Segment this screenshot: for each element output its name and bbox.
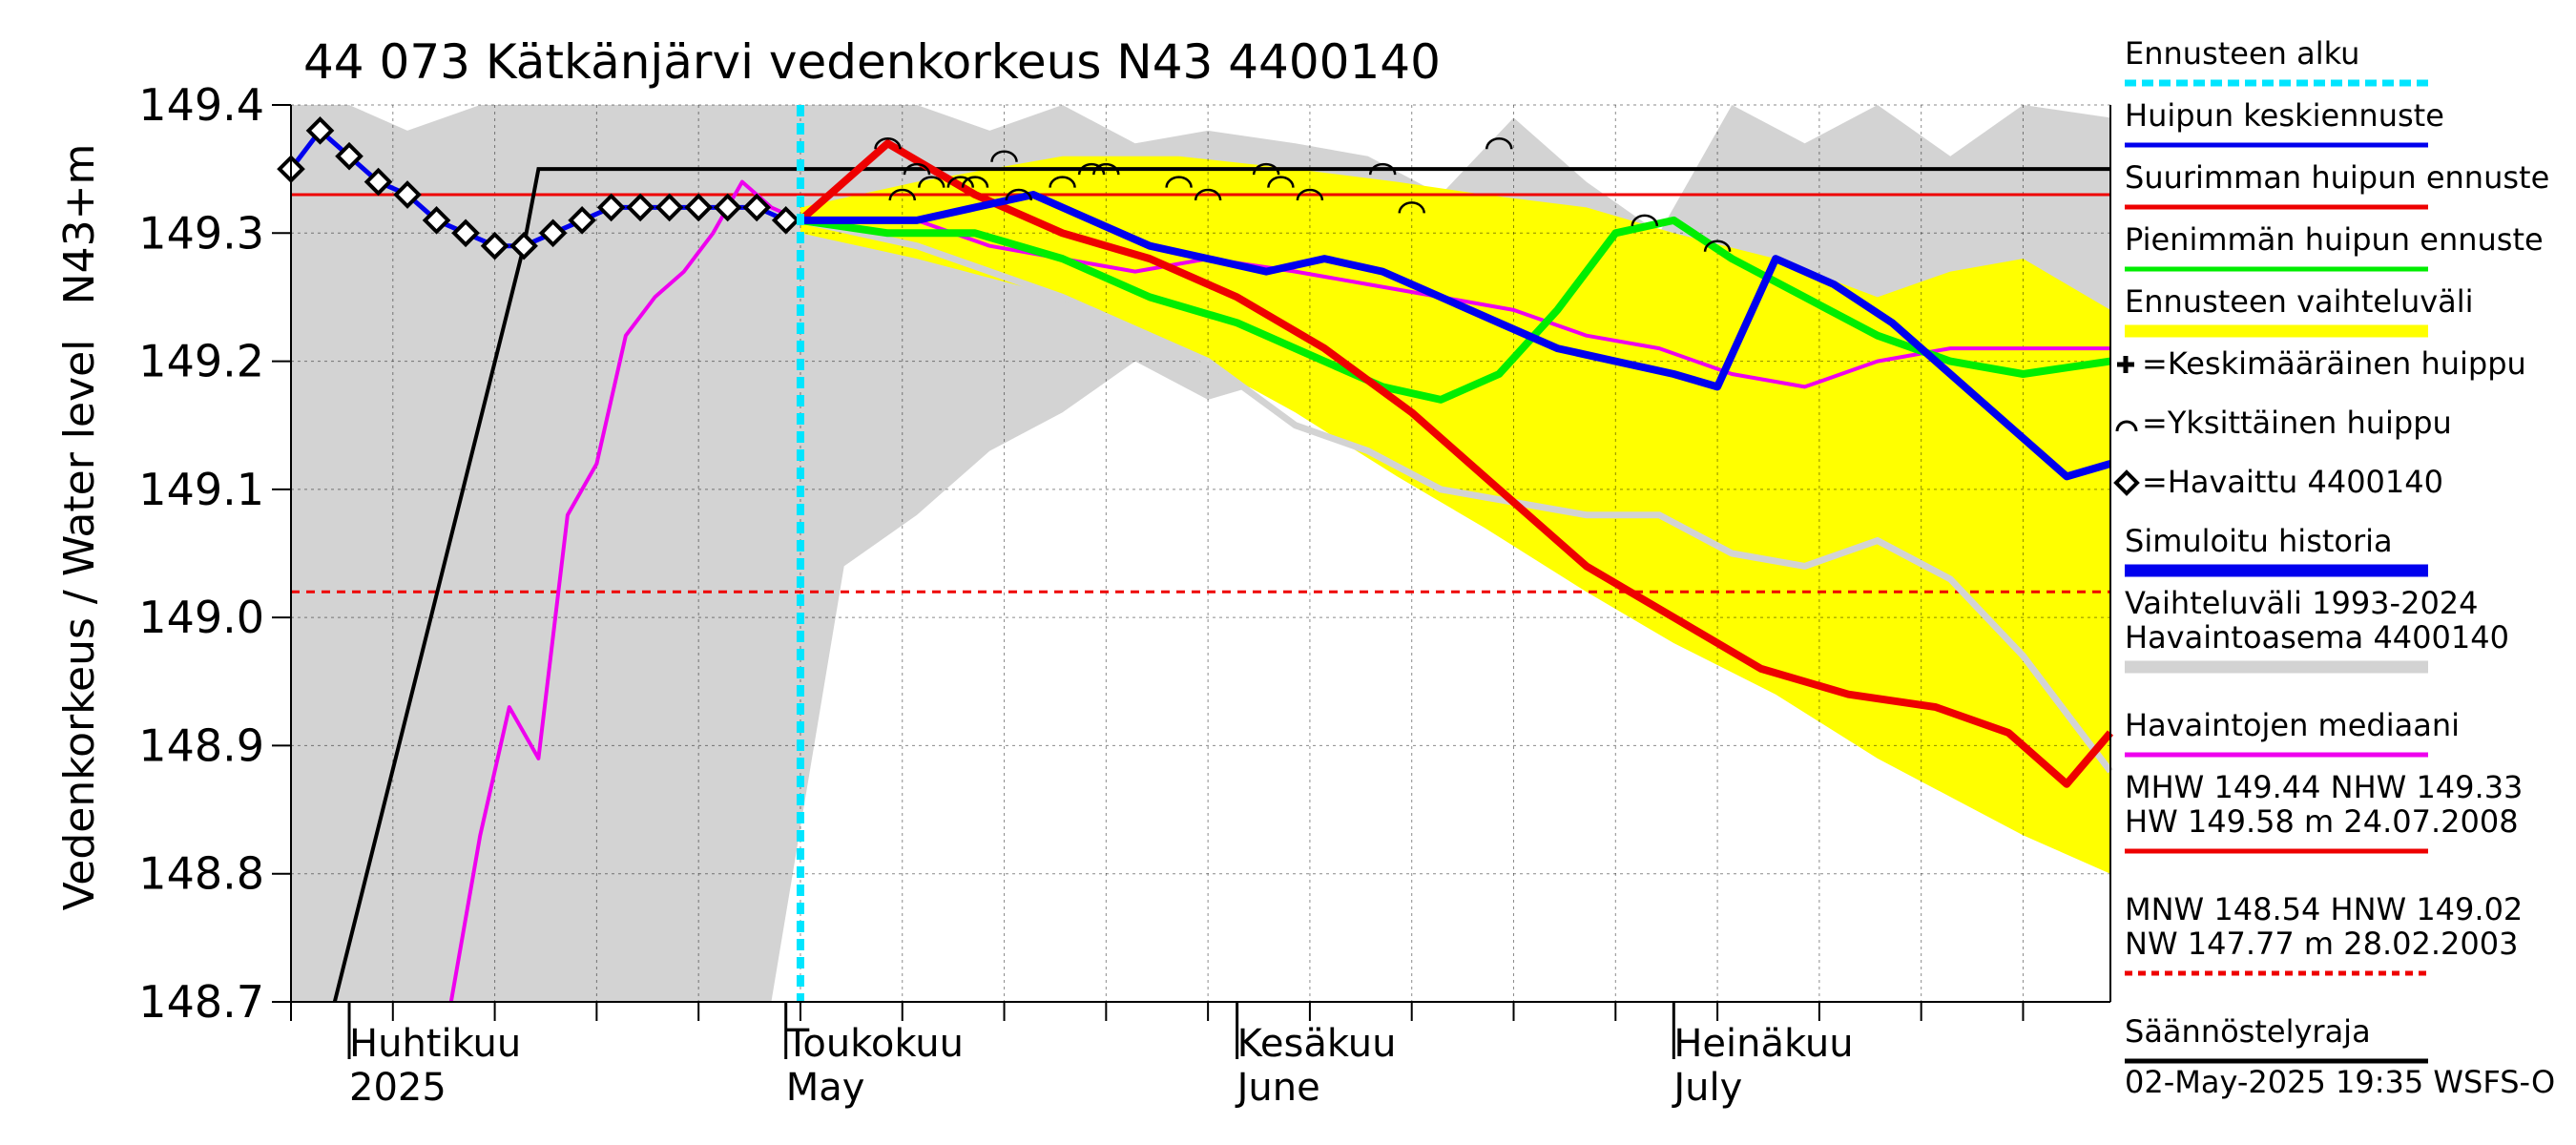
legend-label: Havaintoasema 4400140	[2125, 619, 2509, 656]
individual-peak-marker	[1296, 188, 1324, 201]
legend-label: Huipun keskiennuste	[2125, 97, 2444, 134]
y-tick-label: 149.3	[138, 207, 264, 259]
legend-label: Säännöstelyraja	[2125, 1013, 2371, 1050]
observed-point	[335, 141, 364, 171]
individual-peak-marker	[918, 176, 945, 188]
legend-label: Ennusteen vaihteluväli	[2125, 283, 2474, 320]
legend-plus-symbol	[2117, 356, 2134, 373]
series-lines	[277, 105, 2114, 1003]
observed-point	[422, 206, 451, 235]
legend-label: =Keskimääräinen huippu	[2142, 345, 2526, 382]
individual-peak-marker	[1368, 162, 1397, 176]
observed-point	[596, 193, 626, 222]
legend-label: MHW 149.44 NHW 149.33	[2125, 769, 2523, 805]
observed-point	[451, 219, 480, 248]
legend-label: MNW 148.54 HNW 149.02	[2125, 891, 2523, 927]
individual-peak-marker	[1005, 188, 1033, 201]
y-tick-label: 149.4	[138, 79, 264, 131]
observed-point	[713, 193, 742, 222]
legend-label: Pienimmän huipun ennuste	[2125, 221, 2544, 258]
regulation-limit-line	[332, 167, 2110, 1003]
individual-peak-marker	[1077, 162, 1106, 176]
individual-peak-marker	[1252, 162, 1280, 176]
legend: Ennusteen alku Huipun keskiennuste Suurimm…	[2113, 35, 2549, 1064]
median-line	[448, 179, 2110, 1003]
y-axis-label: Vedenkorkeus / Water level	[55, 340, 104, 911]
individual-peak-marker	[946, 176, 975, 188]
individual-peak-marker	[1194, 188, 1222, 201]
legend-label: Ennusteen alku	[2125, 35, 2359, 72]
observed-point	[480, 231, 509, 260]
individual-peak-marker	[990, 150, 1018, 162]
legend-label: Suurimman huipun ennuste	[2125, 159, 2549, 196]
range-bands	[291, 105, 2110, 1002]
legend-label: =Havaittu 4400140	[2142, 464, 2443, 500]
legend-arc-symbol	[2115, 420, 2138, 432]
observed-point	[626, 193, 654, 222]
individual-peak-marker	[1485, 137, 1513, 150]
legend-label: Vaihteluväli 1993-2024	[2125, 585, 2479, 621]
individual-peak-marker	[1092, 162, 1120, 176]
individual-peak-marker	[1165, 176, 1193, 188]
y-tick-label: 149.2	[138, 336, 264, 387]
individual-peak-marker	[1631, 214, 1659, 226]
max-forecast-line	[798, 139, 2114, 788]
individual-peak-marker	[961, 176, 989, 188]
individual-peak-marker	[874, 137, 902, 150]
timestamp: 02-May-2025 19:35 WSFS-O	[2125, 1064, 2555, 1100]
legend-label: Simuloitu historia	[2125, 523, 2393, 559]
chart-title: 44 073 Kätkänjärvi vedenkorkeus N43 4400…	[303, 34, 1441, 90]
legend-label: =Yksittäinen huippu	[2142, 405, 2452, 441]
individual-peak-marker	[1398, 201, 1425, 214]
individual-peak-marker	[1703, 239, 1732, 252]
observed-point	[393, 180, 422, 209]
observed-point	[654, 193, 684, 222]
observed-point	[364, 167, 393, 197]
observed-point	[509, 231, 538, 260]
individual-peak-marker	[888, 188, 917, 201]
individual-peak-marker	[1267, 176, 1295, 188]
observed-point	[771, 206, 800, 235]
y-tick-label: 149.1	[138, 464, 264, 515]
observed-point	[742, 193, 772, 222]
month-label-en: June	[1235, 1066, 1320, 1110]
legend-label: NW 147.77 m 28.02.2003	[2125, 926, 2518, 962]
month-label: Toukokuu	[785, 1022, 964, 1066]
mean-forecast-line	[800, 191, 2112, 481]
axes: 148.7 148.8 148.9 149.0 149.1 149.2 149.3 149.4…	[138, 79, 2111, 1110]
month-label: Huhtikuu	[349, 1022, 521, 1066]
observed-point	[538, 219, 568, 248]
individual-peak-marker	[1049, 176, 1076, 188]
y-tick-label: 149.0	[138, 592, 264, 643]
y-tick-label: 148.7	[138, 976, 264, 1028]
legend-label: HW 149.58 m 24.07.2008	[2125, 803, 2519, 840]
month-label: Kesäkuu	[1237, 1022, 1397, 1066]
individual-peak-marker	[903, 162, 931, 176]
observed-point	[568, 206, 596, 235]
y-tick-label: 148.9	[138, 719, 264, 771]
observed-point	[684, 193, 713, 222]
y-axis-unit-label: N43+m	[55, 144, 104, 305]
month-label-en: 2025	[349, 1066, 447, 1110]
month-label-en: May	[786, 1066, 865, 1110]
month-label-en: July	[1671, 1066, 1742, 1110]
legend-label: Havaintojen mediaani	[2125, 707, 2460, 743]
forecast-range-band	[800, 156, 2110, 874]
y-tick-label: 148.8	[138, 848, 264, 900]
month-label: Heinäkuu	[1673, 1022, 1853, 1066]
legend-diamond-symbol	[2113, 469, 2140, 496]
min-forecast-line	[800, 216, 2111, 404]
simulated-history-grey-line	[800, 217, 2113, 774]
observed-point	[305, 116, 335, 145]
